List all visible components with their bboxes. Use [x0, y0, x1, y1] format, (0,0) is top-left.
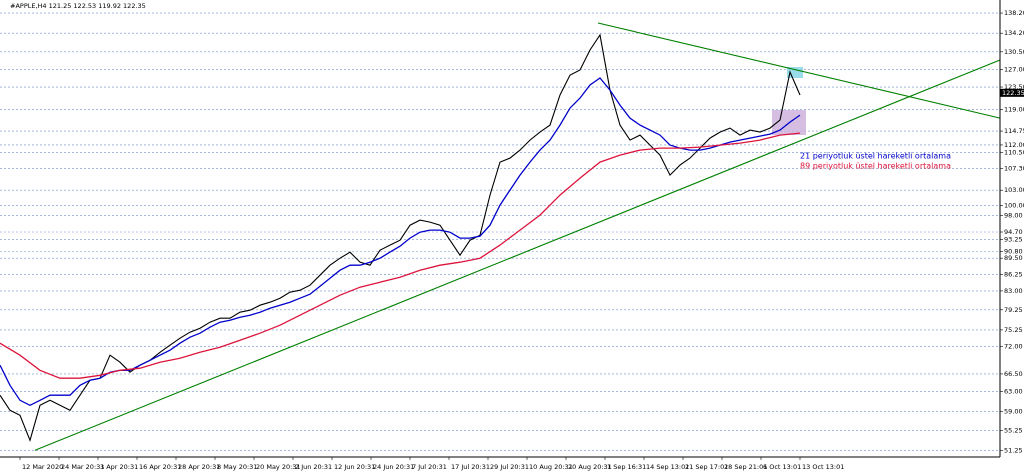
y-tick-label: 63.00: [1004, 388, 1023, 396]
x-tick-label: 16 Apr 20:31: [139, 463, 181, 471]
y-tick-label: 134.20: [1004, 29, 1024, 37]
x-tick-label: 7 Jul 20:31: [412, 463, 447, 471]
y-tick-label: 130.50: [1004, 48, 1024, 56]
x-tick-label: 6 Oct 13:01: [763, 463, 801, 471]
y-tick-label: 86.25: [1004, 271, 1023, 279]
highlight-box: [787, 67, 803, 78]
y-tick-label: 89.50: [1004, 254, 1023, 262]
legend-entry: 21 periyotluk üstel hareketli ortalama: [800, 152, 951, 161]
y-tick-label: 83.00: [1004, 287, 1023, 295]
x-tick-label: 10 Aug 20:31: [529, 463, 573, 471]
x-tick-label: 3 Apr 20:31: [100, 463, 138, 471]
grid-layer: [0, 12, 1000, 452]
y-tick-label: 72.00: [1004, 342, 1023, 350]
y-tick-label: 79.25: [1004, 306, 1023, 314]
series-line: [0, 33, 801, 442]
y-tick-label: 100.00: [1004, 201, 1024, 209]
y-tick-label: 112.00: [1004, 141, 1024, 149]
x-tick-label: 21 Sep 17:01: [685, 463, 728, 471]
x-tick-label: 2 Jun 20:31: [295, 463, 332, 471]
x-tick-label: 12 Jun 20:31: [334, 463, 375, 471]
x-tick-label: 28 Apr 20:31: [178, 463, 220, 471]
series-line: [0, 132, 801, 379]
x-tick-label: 14 Sep 13:01: [646, 463, 689, 471]
series-line: [34, 59, 1001, 451]
x-tick-label: 24 Jun 20:31: [373, 463, 414, 471]
legend-entry: 89 periyotluk üstel hareketli ortalama: [800, 162, 951, 171]
y-tick-label: 59.00: [1004, 408, 1023, 416]
y-tick-label: 93.25: [1004, 235, 1023, 243]
x-tick-label: 29 Jul 20:31: [490, 463, 529, 471]
x-tick-label: 17 Jul 20:31: [451, 463, 490, 471]
chart-title: #APPLE,H4 121.25 122.53 119.92 122.35: [10, 2, 146, 10]
x-tick-label: 28 Sep 21:01: [724, 463, 767, 471]
y-tick-label: 123.50: [1004, 83, 1024, 91]
y-tick-label: 127.00: [1004, 65, 1024, 73]
y-tick-label: 119.00: [1004, 106, 1024, 114]
y-tick-label: 103.00: [1004, 186, 1024, 194]
y-tick-label: 138.20: [1004, 9, 1024, 17]
y-tick-label: 55.25: [1004, 427, 1023, 435]
y-tick-label: 107.30: [1004, 165, 1024, 173]
y-tick-label: 75.25: [1004, 326, 1023, 334]
y-tick-label: 114.75: [1004, 127, 1024, 135]
x-tick-label: 8 May 20:31: [217, 463, 257, 471]
current-price-marker: [1000, 88, 1024, 97]
x-tick-label: 20 May 20:31: [256, 463, 301, 471]
x-tick-label: 13 Oct 13:01: [802, 463, 844, 471]
y-tick-label: 94.70: [1004, 228, 1023, 236]
lines-layer: [0, 22, 1001, 451]
x-tick-label: 1 Sep 16:31: [607, 463, 646, 471]
y-tick-label: 98.00: [1004, 211, 1023, 219]
y-tick-label: 66.50: [1004, 370, 1023, 378]
series-line: [597, 22, 1001, 119]
x-tick-label: 12 Mar 2020: [22, 463, 63, 471]
labels-layer: 138.20 134.20 130.50 127.00 123.50 119.00 114.…: [19, 9, 1024, 471]
y-tick-label: 90.80: [1004, 248, 1023, 256]
x-tick-label: 20 Aug 20:31: [568, 463, 612, 471]
current-price-label: 122.35: [1002, 89, 1024, 97]
x-tick-label: 24 Mar 20:31: [61, 463, 104, 471]
y-tick-label: 51.25: [1004, 447, 1023, 455]
y-tick-label: 110.50: [1004, 148, 1024, 156]
